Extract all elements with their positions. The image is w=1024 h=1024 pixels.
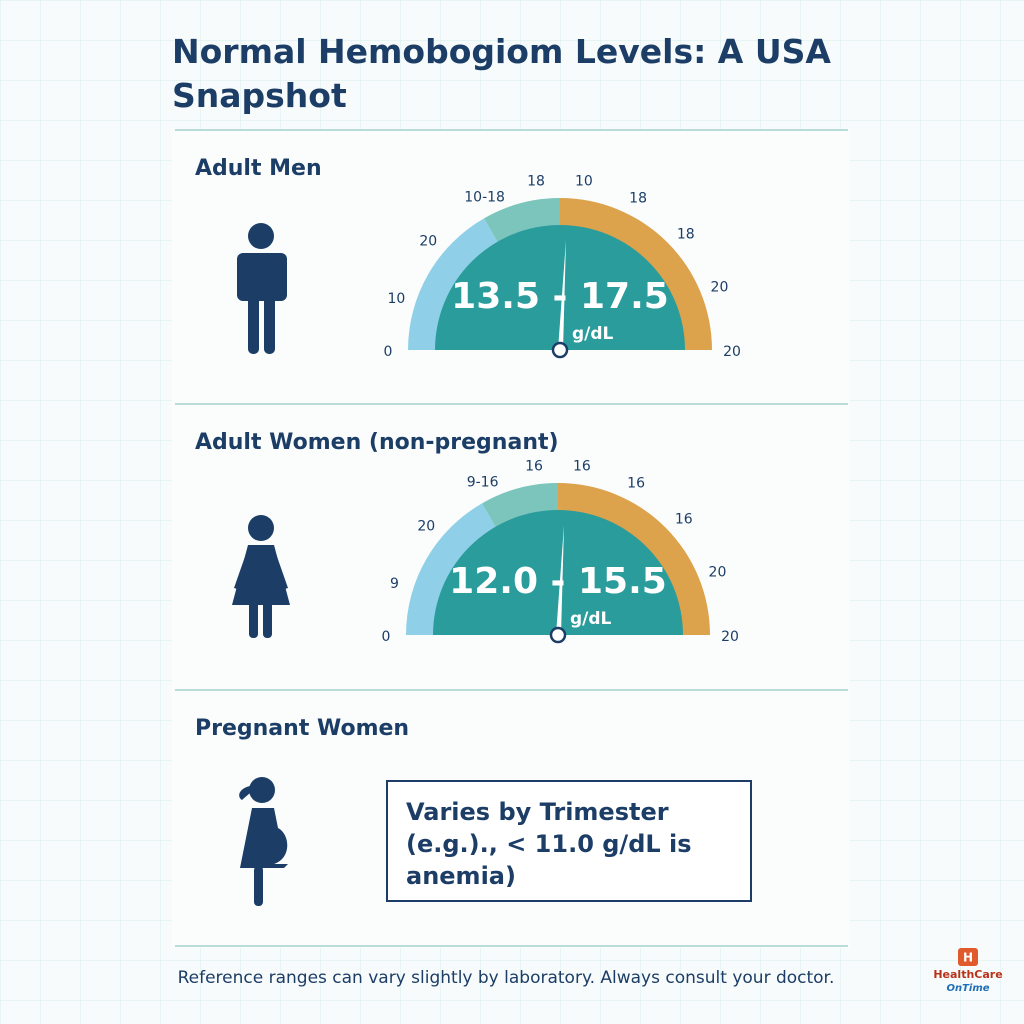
gauge-segment <box>558 483 710 635</box>
gauge-label: 0 <box>384 344 393 360</box>
gauge-range: 12.0 - 15.5 <box>449 561 667 602</box>
gauge-label: 9 <box>390 576 399 592</box>
gauge-label: 16 <box>573 459 591 475</box>
logo-badge <box>958 948 978 966</box>
gauge-face <box>435 225 685 350</box>
section-title: Adult Women (non-pregnant) <box>195 430 559 455</box>
gauge-label: 16 <box>675 512 693 528</box>
gauge-label: 20 <box>711 280 729 296</box>
gauge-label: 0 <box>382 629 391 645</box>
logo-mark: H <box>963 951 973 965</box>
logo-tagline: OnTime <box>946 983 989 994</box>
gauge-unit: g/dL <box>570 609 612 629</box>
section-title: Pregnant Women <box>195 716 409 741</box>
gauge-pivot <box>549 626 567 644</box>
gauge-label: 10 <box>575 174 593 190</box>
gauges: 0 10 20 10-18 18 10 18 18 20 20 13.5 - 17.5 g/dL 0 9 2… <box>382 174 741 645</box>
gauge-segment <box>408 218 498 350</box>
section-title: Adult Men <box>195 156 322 181</box>
gauge-label: 18 <box>527 174 545 190</box>
woman-icon <box>232 515 290 638</box>
pregnant-icon <box>239 777 288 906</box>
gauge-label: 16 <box>627 476 645 492</box>
gauge-segment <box>482 483 558 528</box>
footer-text: Reference ranges can vary slightly by la… <box>178 968 835 988</box>
dividers <box>175 129 848 947</box>
pregnant-note: Varies by Trimester (e.g.)., < 11.0 g/dL… <box>386 780 752 902</box>
gauge-label: 10-18 <box>464 189 505 205</box>
gauge-pivot <box>551 341 569 359</box>
gauge-label: 18 <box>677 227 695 243</box>
gauge-needle <box>558 240 566 350</box>
gauge-face <box>433 510 683 635</box>
gauge-label: 20 <box>417 518 435 534</box>
logo-name: HealthCare <box>933 968 1002 981</box>
gauge-label: 9-16 <box>467 474 499 490</box>
gauge-label: 16 <box>525 459 543 475</box>
gauge-label: 10 <box>388 291 406 307</box>
gauge-segment <box>560 198 712 350</box>
gauge-segment <box>406 503 496 635</box>
gauge-label: 20 <box>419 233 437 249</box>
man-icon <box>237 223 287 354</box>
gauge-label: 20 <box>723 344 741 360</box>
gauge-unit: g/dL <box>572 324 614 344</box>
page-title: Normal Hemobogiom Levels: A USA Snapshot <box>172 32 831 115</box>
gauge-segment <box>484 198 560 243</box>
gauge-needle <box>556 525 564 635</box>
gauge-label: 18 <box>629 191 647 207</box>
gauge-range: 13.5 - 17.5 <box>451 276 669 317</box>
gauge-label: 20 <box>721 629 739 645</box>
gauge-label: 20 <box>709 565 727 581</box>
